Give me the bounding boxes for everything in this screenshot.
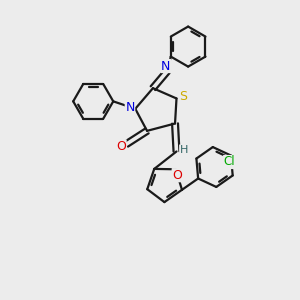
Text: N: N [125,101,135,114]
Text: O: O [172,169,182,182]
Text: Cl: Cl [224,155,235,169]
Text: O: O [116,140,126,153]
Text: S: S [179,90,187,103]
Text: H: H [180,145,188,155]
Text: N: N [161,59,170,73]
